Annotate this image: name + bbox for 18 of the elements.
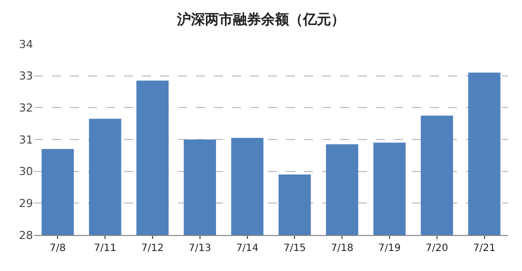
x-tick-label: 7/15 bbox=[283, 243, 306, 254]
x-tick-label: 7/13 bbox=[188, 243, 212, 254]
x-tick-label: 7/14 bbox=[236, 243, 259, 254]
x-tick-label: 7/18 bbox=[330, 243, 354, 254]
x-tick-label: 7/8 bbox=[50, 243, 66, 254]
y-tick-label: 31 bbox=[19, 133, 33, 146]
x-tick-label: 7/19 bbox=[378, 243, 401, 254]
y-tick-label: 32 bbox=[19, 102, 33, 115]
x-tick-label: 7/20 bbox=[426, 243, 448, 254]
y-tick-label: 30 bbox=[19, 165, 33, 178]
y-tick-label: 34 bbox=[19, 38, 33, 51]
chart-title: 沪深两市融券余额（亿元） bbox=[176, 10, 345, 28]
x-tick-label: 7/11 bbox=[94, 243, 116, 254]
y-tick-label: 28 bbox=[19, 228, 33, 242]
x-tick-label: 7/21 bbox=[473, 243, 496, 254]
y-tick-label: 29 bbox=[19, 197, 33, 210]
y-tick-label: 33 bbox=[19, 70, 33, 83]
x-tick-label: 7/12 bbox=[141, 243, 164, 254]
